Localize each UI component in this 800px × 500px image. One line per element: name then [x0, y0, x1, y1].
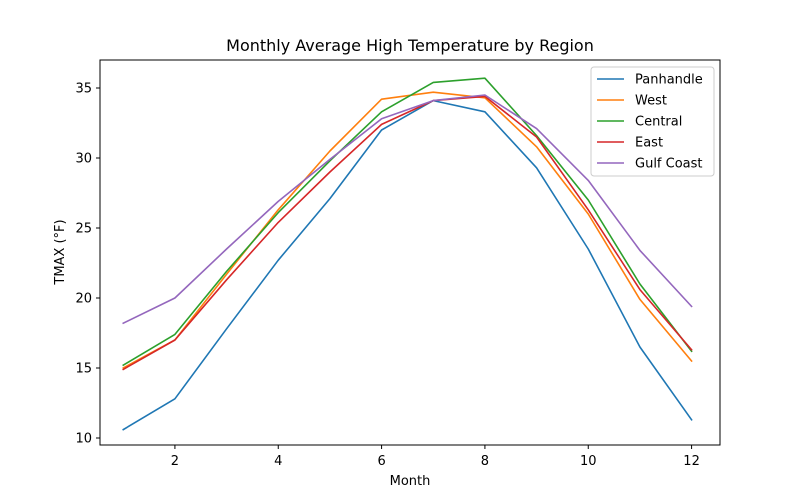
y-axis-label: TMAX (°F): [53, 219, 68, 285]
series-line-gulf-coast: [122, 94, 693, 325]
x-tick-label: 6: [377, 454, 385, 469]
legend-label-panhandle: Panhandle: [635, 73, 703, 88]
y-tick-label: 15: [75, 362, 92, 377]
legend-label-gulf-coast: Gulf Coast: [635, 157, 703, 172]
y-tick-label: 20: [75, 292, 92, 307]
legend-box: [590, 66, 715, 177]
legend-label-central: Central: [635, 115, 682, 130]
series-layer: [122, 77, 693, 431]
series-line-west: [122, 91, 693, 370]
plot-frame: [99, 59, 721, 446]
series-line-central: [122, 77, 693, 367]
chart-title: Monthly Average High Temperature by Regi…: [226, 36, 594, 55]
legend-label-west: West: [635, 94, 667, 109]
x-tick-label: 10: [580, 454, 597, 469]
x-axis-label: Month: [390, 474, 431, 489]
y-axis-ticks: 10 15 20 25 30 35: [75, 82, 100, 447]
y-tick-label: 25: [75, 222, 92, 237]
y-tick-label: 35: [75, 82, 92, 97]
x-axis-ticks: 2 4 6 8 10 12: [171, 445, 700, 469]
x-tick-label: 4: [274, 454, 282, 469]
legend-label-east: East: [635, 136, 663, 151]
x-tick-label: 8: [481, 454, 489, 469]
series-line-panhandle: [122, 99, 693, 431]
x-tick-label: 2: [171, 454, 179, 469]
y-tick-label: 10: [75, 432, 92, 447]
y-tick-label: 30: [75, 152, 92, 167]
series-line-east: [122, 95, 693, 371]
x-tick-label: 12: [683, 454, 700, 469]
legend: Panhandle West Central East Gulf Coast: [590, 66, 715, 177]
